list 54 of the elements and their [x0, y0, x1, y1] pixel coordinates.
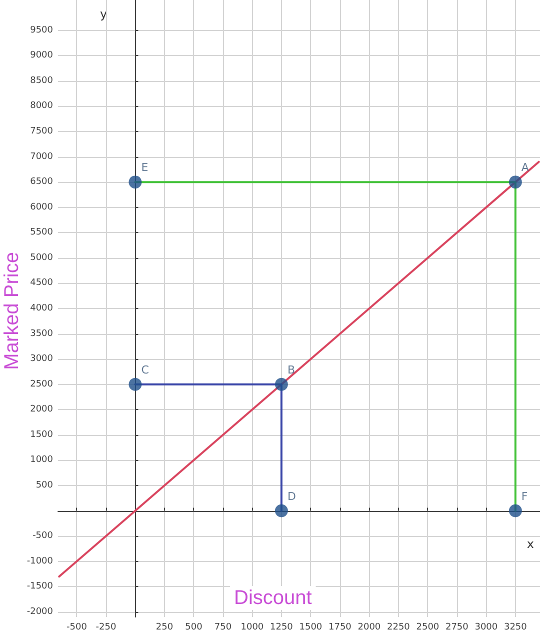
- annotation: A: [521, 161, 530, 174]
- y-tick-label: 9000: [30, 50, 54, 61]
- y-tick-label: 2500: [30, 379, 54, 390]
- y-tick-label: 5000: [30, 252, 54, 263]
- annotation: F: [521, 490, 528, 503]
- y-tick-label: 8000: [30, 101, 54, 112]
- point: [274, 504, 288, 518]
- x-tick-label: 250: [156, 622, 174, 632]
- y-tick-label: 7500: [30, 126, 54, 136]
- x-tick-label: 1750: [328, 622, 352, 632]
- y-tick-label: -2000: [26, 606, 54, 617]
- y-tick-label: 6500: [30, 177, 54, 188]
- annotation: B: [287, 363, 295, 376]
- y-tick-label: 9500: [30, 25, 54, 36]
- x-tick-label: 2500: [416, 622, 440, 632]
- annotation: y: [100, 7, 108, 21]
- point: [508, 504, 522, 518]
- annotation: E: [141, 161, 148, 174]
- x-tick-label: 500: [185, 622, 203, 632]
- y-tick-label: 8500: [30, 76, 54, 86]
- y-tick-label: -1500: [26, 582, 54, 592]
- annotation: C: [141, 363, 150, 376]
- y-tick-label: 2000: [30, 404, 54, 415]
- x-tick-label: 750: [214, 622, 232, 632]
- y-tick-label: 5500: [30, 228, 54, 238]
- y-tick-label: 4500: [30, 278, 54, 288]
- y-tick-label: -500: [32, 531, 54, 542]
- y-tick-label: 7000: [30, 152, 54, 162]
- y-tick-label: 1000: [30, 455, 54, 466]
- x-tick-label: 2000: [358, 622, 381, 632]
- x-axis-title: Discount: [234, 587, 312, 609]
- y-tick-label: 1500: [30, 430, 54, 440]
- y-tick-label: 500: [36, 480, 54, 491]
- x-tick-label: 1500: [299, 622, 322, 632]
- x-tick-label: 1000: [240, 622, 264, 632]
- y-tick-label: 6000: [30, 202, 54, 212]
- y-tick-label: 3000: [30, 354, 54, 364]
- point: [128, 378, 142, 391]
- y-axis-title: Marked Price: [1, 252, 23, 370]
- x-tick-label: 2750: [445, 622, 469, 632]
- point: [508, 176, 522, 189]
- annotation: D: [287, 490, 296, 503]
- y-tick-label: -1000: [26, 556, 54, 566]
- point: [128, 176, 142, 189]
- y-tick-label: 3500: [30, 328, 54, 339]
- x-tick-label: 3250: [504, 622, 528, 632]
- y-tick-label: 4000: [30, 304, 54, 314]
- point: [274, 378, 288, 391]
- annotation: x: [526, 537, 534, 551]
- x-tick-label: 1250: [270, 622, 294, 632]
- x-tick-label: -500: [66, 622, 88, 632]
- x-tick-label: -250: [96, 622, 116, 632]
- x-tick-label: 2250: [386, 622, 410, 632]
- x-tick-label: 3000: [474, 622, 498, 632]
